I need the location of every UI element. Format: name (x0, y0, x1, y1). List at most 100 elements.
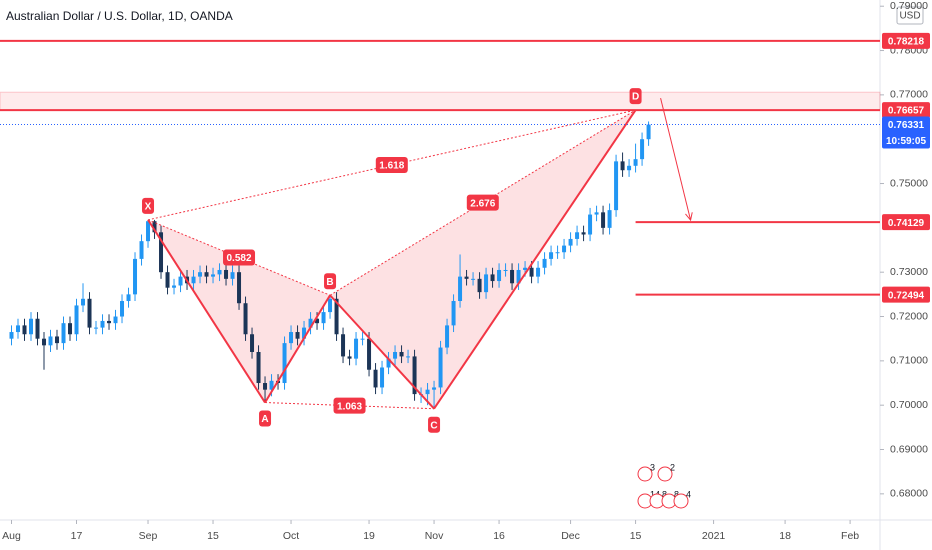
pattern-leg (264, 294, 331, 404)
y-tick-label: 0.72000 (890, 310, 928, 322)
candle-body (464, 276, 469, 279)
candle-body (302, 327, 307, 339)
point-label: A (261, 414, 268, 425)
candle-body (237, 272, 242, 304)
candle-body (94, 327, 99, 329)
candle-body (68, 323, 73, 335)
event-icon (673, 493, 689, 509)
pattern-leg (329, 294, 435, 410)
point-label: D (632, 92, 639, 103)
ratio-label: 2.676 (470, 198, 495, 209)
x-tick-label: 2021 (702, 530, 726, 542)
candle-body (549, 252, 554, 259)
x-tick-label: Oct (283, 530, 299, 542)
candle-body (139, 241, 144, 259)
currency-box (896, 6, 924, 25)
level-label: 0.76657 (888, 106, 925, 117)
x-tick-label: 15 (630, 530, 642, 542)
candle-body (393, 351, 398, 359)
countdown: 10:59:05 (886, 136, 926, 147)
candle-body (48, 336, 53, 346)
candle-body (516, 269, 521, 284)
candle-body (256, 351, 261, 384)
last-price-box (882, 116, 930, 149)
y-tick-label: 0.79000 (890, 0, 928, 12)
candle-body (503, 269, 508, 271)
ratio-label: 1.618 (379, 161, 404, 172)
candle-body (191, 276, 196, 284)
candle-body (386, 358, 391, 368)
candle-body (536, 267, 541, 277)
event-count: 2 (670, 462, 675, 472)
candle-body (133, 258, 138, 295)
candle-body (620, 161, 625, 171)
x-tick-label: 17 (71, 530, 83, 542)
level-label: 0.72494 (888, 290, 925, 301)
candle-body (432, 387, 437, 390)
candle-body (334, 298, 339, 335)
candle-body (55, 336, 60, 344)
x-tick-label: Feb (841, 530, 859, 542)
candle-body (35, 318, 40, 339)
candle-body (490, 274, 495, 282)
candle-body (159, 232, 164, 273)
point-box (142, 197, 155, 214)
pattern-leg (147, 219, 266, 404)
candle-body (42, 338, 47, 346)
zone (0, 91, 881, 111)
ratio-label: 1.063 (337, 401, 362, 412)
candle-body (289, 332, 294, 344)
candle-body (594, 212, 599, 215)
candle-body (282, 343, 287, 384)
currency: USD (899, 11, 920, 22)
candle-body (412, 356, 417, 395)
candle-body (198, 272, 203, 277)
pattern-fill (330, 110, 636, 409)
point-box (259, 410, 272, 427)
candle-body (445, 325, 450, 348)
x-tick-label: 15 (207, 530, 219, 542)
candle-body (315, 318, 320, 324)
candle-body (354, 338, 359, 359)
ratio-box (333, 397, 366, 414)
candle-body (380, 367, 385, 388)
candle-body (243, 303, 248, 335)
candle-body (22, 325, 27, 335)
point-box (428, 416, 441, 433)
candle-body (107, 320, 112, 324)
candle-body (406, 356, 411, 358)
candle-body (529, 267, 534, 277)
point-label: X (145, 202, 152, 213)
level-label: 0.74129 (888, 218, 925, 229)
candle-body (568, 238, 573, 246)
candle-body (373, 369, 378, 388)
candle-body (61, 323, 66, 344)
candle-body (477, 278, 482, 293)
candle-body (425, 389, 430, 395)
candle-body (81, 298, 86, 306)
candle-body (523, 267, 528, 270)
candle-body (367, 338, 372, 370)
candle-body (211, 274, 216, 277)
level-box (882, 286, 930, 303)
event-icon (637, 466, 653, 482)
candle-body (172, 285, 177, 288)
arrow-head (685, 212, 693, 222)
y-tick-label: 0.71000 (890, 355, 928, 367)
event-count: 8 (662, 489, 667, 499)
x-tick-label: Aug (2, 530, 21, 542)
candle-body (328, 298, 333, 313)
ratio-line (329, 109, 636, 296)
candle-body (204, 272, 209, 277)
ratio-label: 0.582 (227, 253, 252, 264)
y-tick-label: 0.68000 (890, 488, 928, 500)
event-count: 8 (674, 489, 679, 499)
x-tick-label: 18 (779, 530, 791, 542)
candle-body (640, 139, 645, 160)
candle-body (152, 221, 157, 233)
ratio-line (147, 219, 331, 296)
candle-body (295, 332, 300, 339)
y-tick-label: 0.70000 (890, 399, 928, 411)
candle-body (458, 276, 463, 302)
ratio-box (466, 194, 499, 211)
